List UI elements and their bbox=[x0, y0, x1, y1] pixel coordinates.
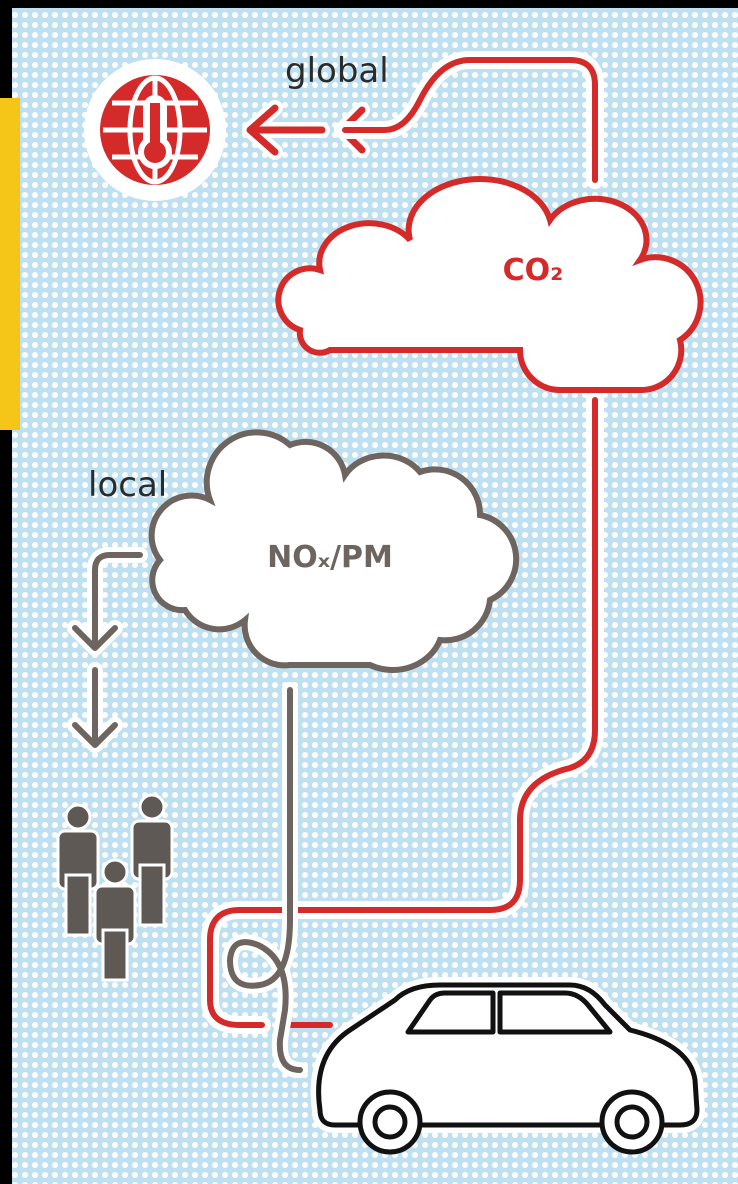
globe-icon bbox=[91, 66, 219, 194]
diagram: global local CO₂ NOₓ/PM bbox=[0, 0, 738, 1184]
global-label: global bbox=[285, 51, 389, 91]
co2-label: CO₂ bbox=[503, 253, 564, 288]
side-tab bbox=[0, 98, 20, 430]
local-label: local bbox=[88, 465, 167, 505]
nox-label: NOₓ/PM bbox=[267, 540, 393, 575]
page: global local CO₂ NOₓ/PM (() => { const d… bbox=[0, 0, 738, 1184]
